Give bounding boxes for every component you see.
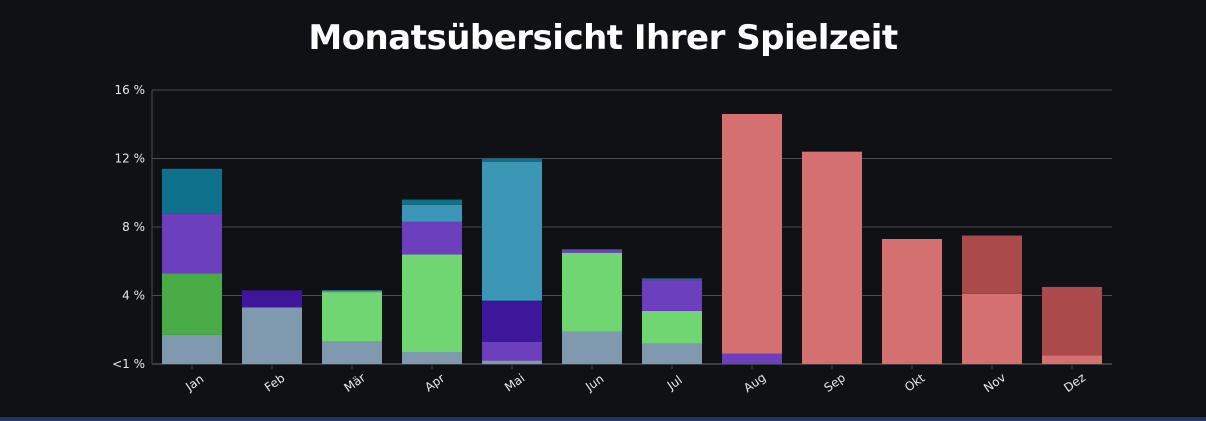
- y-tick-label: 4 %: [122, 289, 145, 303]
- x-tick-label: Nov: [981, 370, 1008, 395]
- bar-segment-jun-1[interactable]: [562, 252, 622, 332]
- bar-segment-jul-0[interactable]: [642, 343, 702, 364]
- bar-segment-nov-8[interactable]: [962, 235, 1022, 294]
- bar-segment-mai-6[interactable]: [482, 158, 542, 162]
- bar-segment-feb-0[interactable]: [242, 307, 302, 364]
- y-tick-label: 12 %: [115, 152, 146, 166]
- x-tick-label: Feb: [262, 371, 287, 395]
- bars: [162, 113, 1102, 364]
- x-tick-label: Aug: [741, 370, 768, 395]
- x-tick-label: Sep: [821, 371, 848, 395]
- bar-segment-mai-5[interactable]: [482, 161, 542, 301]
- y-tick-label: <1 %: [112, 357, 145, 371]
- bar-segment-jun-0[interactable]: [562, 331, 622, 364]
- bar-segment-mai-4[interactable]: [482, 300, 542, 342]
- bar-segment-jul-6[interactable]: [642, 278, 702, 281]
- bar-segment-jun-3[interactable]: [562, 249, 622, 253]
- bar-segment-apr-1[interactable]: [402, 254, 462, 353]
- x-tick-label: Okt: [902, 371, 928, 395]
- y-tick-label: 8 %: [122, 220, 145, 234]
- bar-segment-jan-6[interactable]: [162, 168, 222, 214]
- bar-segment-apr-3[interactable]: [402, 221, 462, 255]
- x-tick-label: Jul: [664, 373, 685, 393]
- bar-segment-apr-0[interactable]: [402, 352, 462, 364]
- bar-segment-mär-1[interactable]: [322, 292, 382, 342]
- bar-segment-nov-7[interactable]: [962, 293, 1022, 364]
- bar-segment-dez-8[interactable]: [1042, 286, 1102, 356]
- bar-segment-okt-7[interactable]: [882, 238, 942, 364]
- bar-segment-sep-7[interactable]: [802, 151, 862, 364]
- bar-segment-jul-1[interactable]: [642, 310, 702, 344]
- bar-segment-feb-4[interactable]: [242, 290, 302, 308]
- y-tick-label: 16 %: [115, 83, 146, 97]
- bar-segment-apr-6[interactable]: [402, 199, 462, 205]
- bar-segment-jul-3[interactable]: [642, 280, 702, 311]
- x-tick-label: Mär: [341, 370, 368, 394]
- bar-segment-jan-0[interactable]: [162, 334, 222, 364]
- chart-title: Monatsübersicht Ihrer Spielzeit: [308, 18, 898, 58]
- bar-segment-mär-5[interactable]: [322, 290, 382, 293]
- x-tick-label: Dez: [1061, 370, 1088, 395]
- bar-segment-dez-7[interactable]: [1042, 355, 1102, 364]
- x-tick-label: Jan: [182, 372, 206, 395]
- x-tick-labels: Jan Feb Mär Apr Mai Jun Jul Aug Sep Okt Nov Dez: [182, 364, 1088, 395]
- bar-segment-mai-3[interactable]: [482, 341, 542, 361]
- grid-lines: [151, 89, 1112, 365]
- bar-segment-jan-2[interactable]: [162, 273, 222, 335]
- bar-segment-apr-5[interactable]: [402, 204, 462, 222]
- x-tick-label: Mai: [502, 371, 527, 395]
- bar-segment-aug-7[interactable]: [722, 113, 782, 354]
- bottom-bar: [0, 417, 1206, 421]
- x-tick-label: Apr: [422, 371, 447, 394]
- bar-segment-mai-0[interactable]: [482, 360, 542, 364]
- x-tick-label: Jun: [582, 372, 606, 395]
- bar-segment-mär-0[interactable]: [322, 341, 382, 364]
- y-tick-labels: <1 % 4 % 8 % 12 % 16 %: [112, 83, 145, 371]
- bar-segment-jan-3[interactable]: [162, 213, 222, 274]
- bar-segment-aug-3[interactable]: [722, 353, 782, 364]
